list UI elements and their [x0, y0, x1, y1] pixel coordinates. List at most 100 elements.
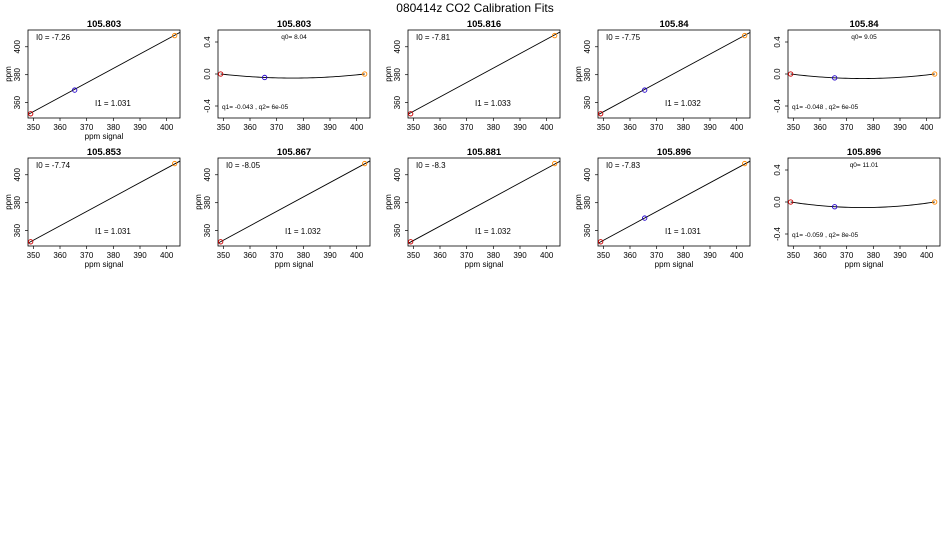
x-tick-label: 400 — [920, 251, 934, 260]
x-tick-label: 380 — [107, 251, 121, 260]
fit-line — [27, 31, 181, 115]
x-tick-label: 390 — [893, 123, 907, 132]
x-tick-label: 380 — [107, 123, 121, 132]
y-tick-label: 360 — [583, 223, 592, 237]
x-tick-label: 350 — [27, 123, 41, 132]
x-tick-label: 360 — [243, 251, 257, 260]
data-point — [28, 239, 34, 245]
data-point — [172, 32, 178, 39]
x-tick-label: 400 — [920, 123, 934, 132]
chart-panel-5: 105.84 350 360 370 380 390 400 -0.4 0.0 0.4 q0= 9.… — [773, 19, 941, 132]
chart-panel-7: 105.867 350 360 370 380 390 400 360 380 400 ppm si… — [194, 147, 371, 269]
data-point — [788, 71, 794, 77]
x-tick-label: 400 — [160, 251, 174, 260]
data-point — [642, 215, 648, 221]
x-tick-label: 390 — [703, 123, 717, 132]
x-axis-label: ppm signal — [655, 260, 694, 269]
x-tick-label: 390 — [893, 251, 907, 260]
chart-panel-1: 105.803 350 360 370 380 390 400 360 380 400 ppm si… — [4, 19, 181, 141]
data-point — [832, 75, 838, 81]
x-tick-label: 360 — [53, 251, 67, 260]
panel-title: 105.867 — [277, 147, 311, 158]
chart-panel-10: 105.896 350 360 370 380 390 400 -0.4 0.0 0.4 ppm s… — [773, 147, 941, 269]
y-axis-label: ppm — [4, 66, 13, 82]
data-point — [28, 111, 34, 117]
data-point — [642, 87, 648, 93]
x-tick-label: 400 — [350, 123, 364, 132]
y-tick-label: 380 — [583, 195, 592, 209]
data-point — [932, 199, 938, 205]
x-tick-label: 370 — [80, 123, 94, 132]
y-tick-label: 400 — [583, 168, 592, 182]
x-axis-label: ppm signal — [85, 132, 124, 141]
y-tick-label: 360 — [583, 95, 592, 109]
q0-annotation: q0= 11.01 — [850, 162, 879, 169]
y-tick-label: 400 — [583, 40, 592, 54]
y-tick-label: 0.4 — [773, 164, 782, 176]
x-tick-label: 370 — [460, 123, 474, 132]
x-tick-label: 350 — [597, 123, 611, 132]
data-point — [408, 239, 414, 245]
x-tick-label: 380 — [487, 123, 501, 132]
fit-line — [597, 32, 751, 116]
x-tick-label: 370 — [840, 123, 854, 132]
y-axis-label: ppm — [574, 66, 583, 82]
y-tick-label: -0.4 — [773, 99, 782, 113]
y-tick-label: 380 — [203, 195, 212, 209]
panel-title: 105.881 — [467, 147, 502, 158]
x-axis-label: ppm signal — [275, 260, 314, 269]
x-axis-label: ppm signal — [465, 260, 504, 269]
y-tick-label: 360 — [13, 95, 22, 109]
x-axis-label: ppm signal — [845, 260, 884, 269]
q1-q2-annotation: q1= -0.048 , q2= 6e-05 — [792, 104, 859, 111]
fit-curve — [790, 201, 935, 209]
y-tick-label: 400 — [203, 168, 212, 182]
x-tick-label: 360 — [53, 123, 67, 132]
x-tick-label: 370 — [80, 251, 94, 260]
x-tick-label: 350 — [407, 251, 421, 260]
x-tick-label: 370 — [650, 251, 664, 260]
panel-title: 105.896 — [657, 147, 691, 158]
x-tick-label: 380 — [677, 123, 691, 132]
data-point — [218, 239, 224, 245]
slope-annotation: I1 = 1.033 — [475, 99, 511, 108]
y-tick-label: 360 — [393, 223, 402, 237]
data-point — [362, 160, 368, 167]
y-tick-label: 360 — [13, 223, 22, 237]
chart-panel-6: 105.853 350 360 370 380 390 400 360 380 400 ppm si… — [4, 147, 181, 269]
slope-annotation: I1 = 1.032 — [665, 99, 701, 108]
x-tick-label: 380 — [867, 123, 881, 132]
intercept-annotation: I0 = -8.05 — [226, 161, 261, 170]
intercept-annotation: I0 = -7.81 — [416, 33, 451, 42]
data-point — [362, 71, 368, 77]
x-tick-label: 360 — [623, 251, 637, 260]
fit-curve — [220, 73, 365, 79]
y-tick-label: 400 — [393, 40, 402, 54]
x-tick-label: 350 — [787, 251, 801, 260]
x-tick-label: 360 — [243, 123, 257, 132]
y-tick-label: 360 — [393, 95, 402, 109]
y-tick-label: 380 — [393, 67, 402, 81]
fit-line — [597, 160, 751, 244]
y-tick-label: -0.4 — [773, 227, 782, 241]
y-axis-label: ppm — [384, 194, 393, 210]
x-tick-label: 370 — [270, 123, 284, 132]
plot-frame — [27, 157, 181, 247]
plot-frame — [597, 157, 751, 247]
chart-panel-3: 105.816 350 360 370 380 390 400 360 380 400 ppm I0 … — [384, 19, 561, 132]
panel-title: 105.803 — [277, 19, 311, 30]
fit-line — [27, 160, 181, 244]
y-axis-label: ppm — [384, 66, 393, 82]
intercept-annotation: I0 = -7.26 — [36, 33, 71, 42]
data-point — [742, 160, 748, 167]
x-tick-label: 390 — [703, 251, 717, 260]
x-tick-label: 360 — [433, 251, 447, 260]
y-tick-label: 400 — [13, 168, 22, 182]
plot-frame — [407, 29, 561, 119]
x-tick-label: 400 — [730, 251, 744, 260]
panel-title: 105.816 — [467, 19, 501, 30]
x-tick-label: 390 — [133, 251, 147, 260]
x-tick-label: 380 — [297, 251, 311, 260]
slope-annotation: I1 = 1.032 — [285, 227, 321, 236]
